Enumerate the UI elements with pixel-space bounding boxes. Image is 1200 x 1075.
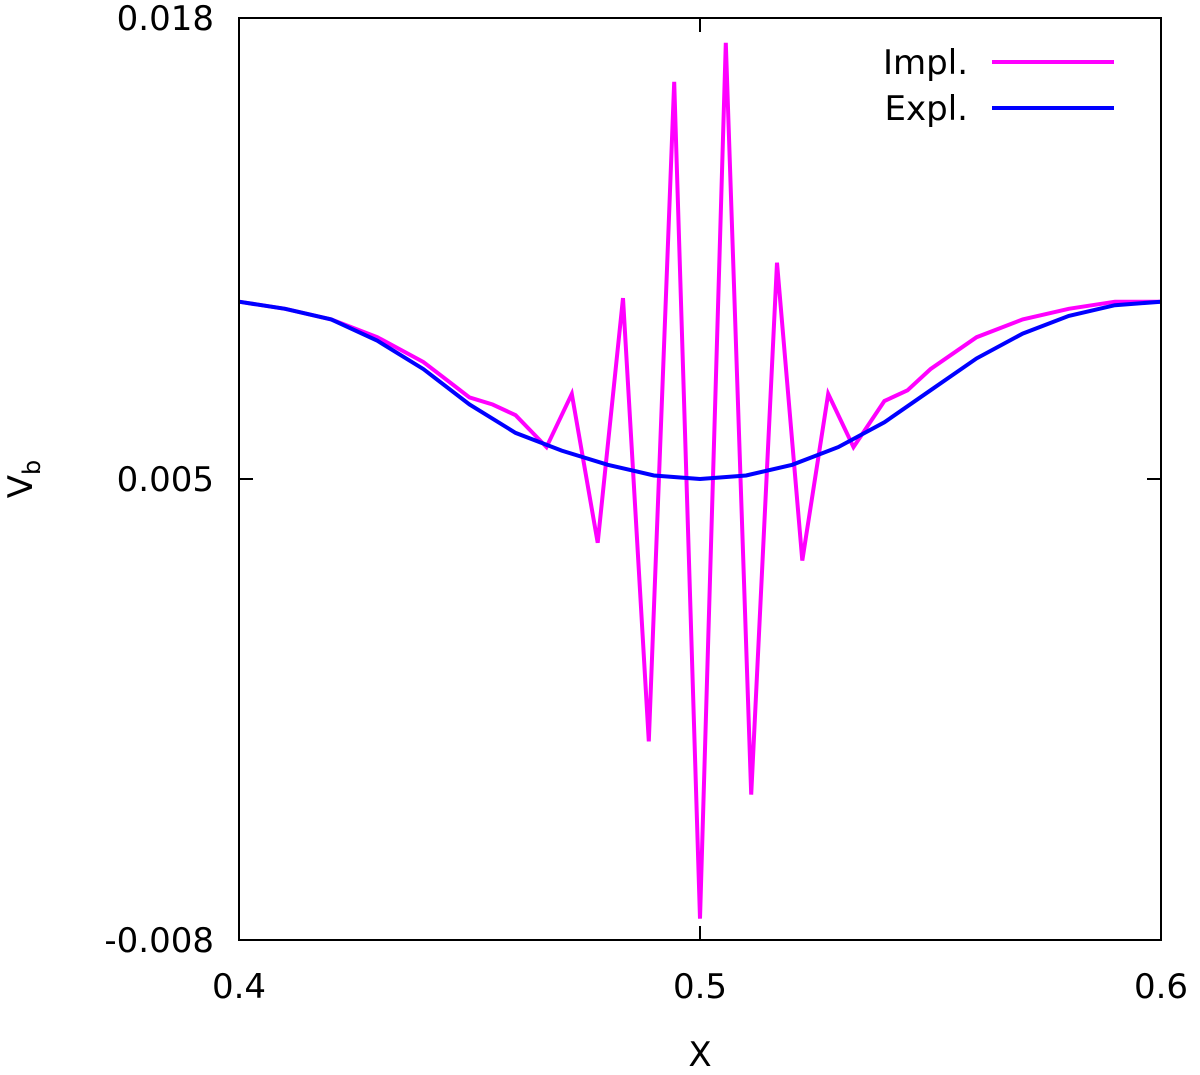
series-line-2 bbox=[238, 299, 1162, 482]
legend-label-1: Impl. bbox=[883, 43, 968, 83]
ticks-layer: 0.4 0.5 0.6 -0.008 0.005 0.018 bbox=[104, 0, 1188, 1007]
legend: Impl. Expl. bbox=[883, 43, 1114, 129]
series-line-1 bbox=[238, 42, 1161, 919]
x-tick-label-3: 0.6 bbox=[1134, 967, 1188, 1007]
y-tick-label-1: -0.008 bbox=[104, 921, 214, 961]
x-tick-label-1: 0.4 bbox=[212, 967, 266, 1007]
y-axis-label: Vb bbox=[1, 460, 46, 499]
x-axis-label: X bbox=[688, 1035, 711, 1075]
legend-label-2: Expl. bbox=[885, 89, 968, 129]
series-layer bbox=[238, 42, 1162, 919]
y-axis-label-main: V bbox=[1, 475, 41, 498]
x-tick-label-2: 0.5 bbox=[673, 967, 727, 1007]
y-tick-label-3: 0.018 bbox=[117, 0, 214, 39]
y-axis-label-subscript: b bbox=[18, 460, 46, 475]
y-tick-label-2: 0.005 bbox=[117, 460, 214, 500]
